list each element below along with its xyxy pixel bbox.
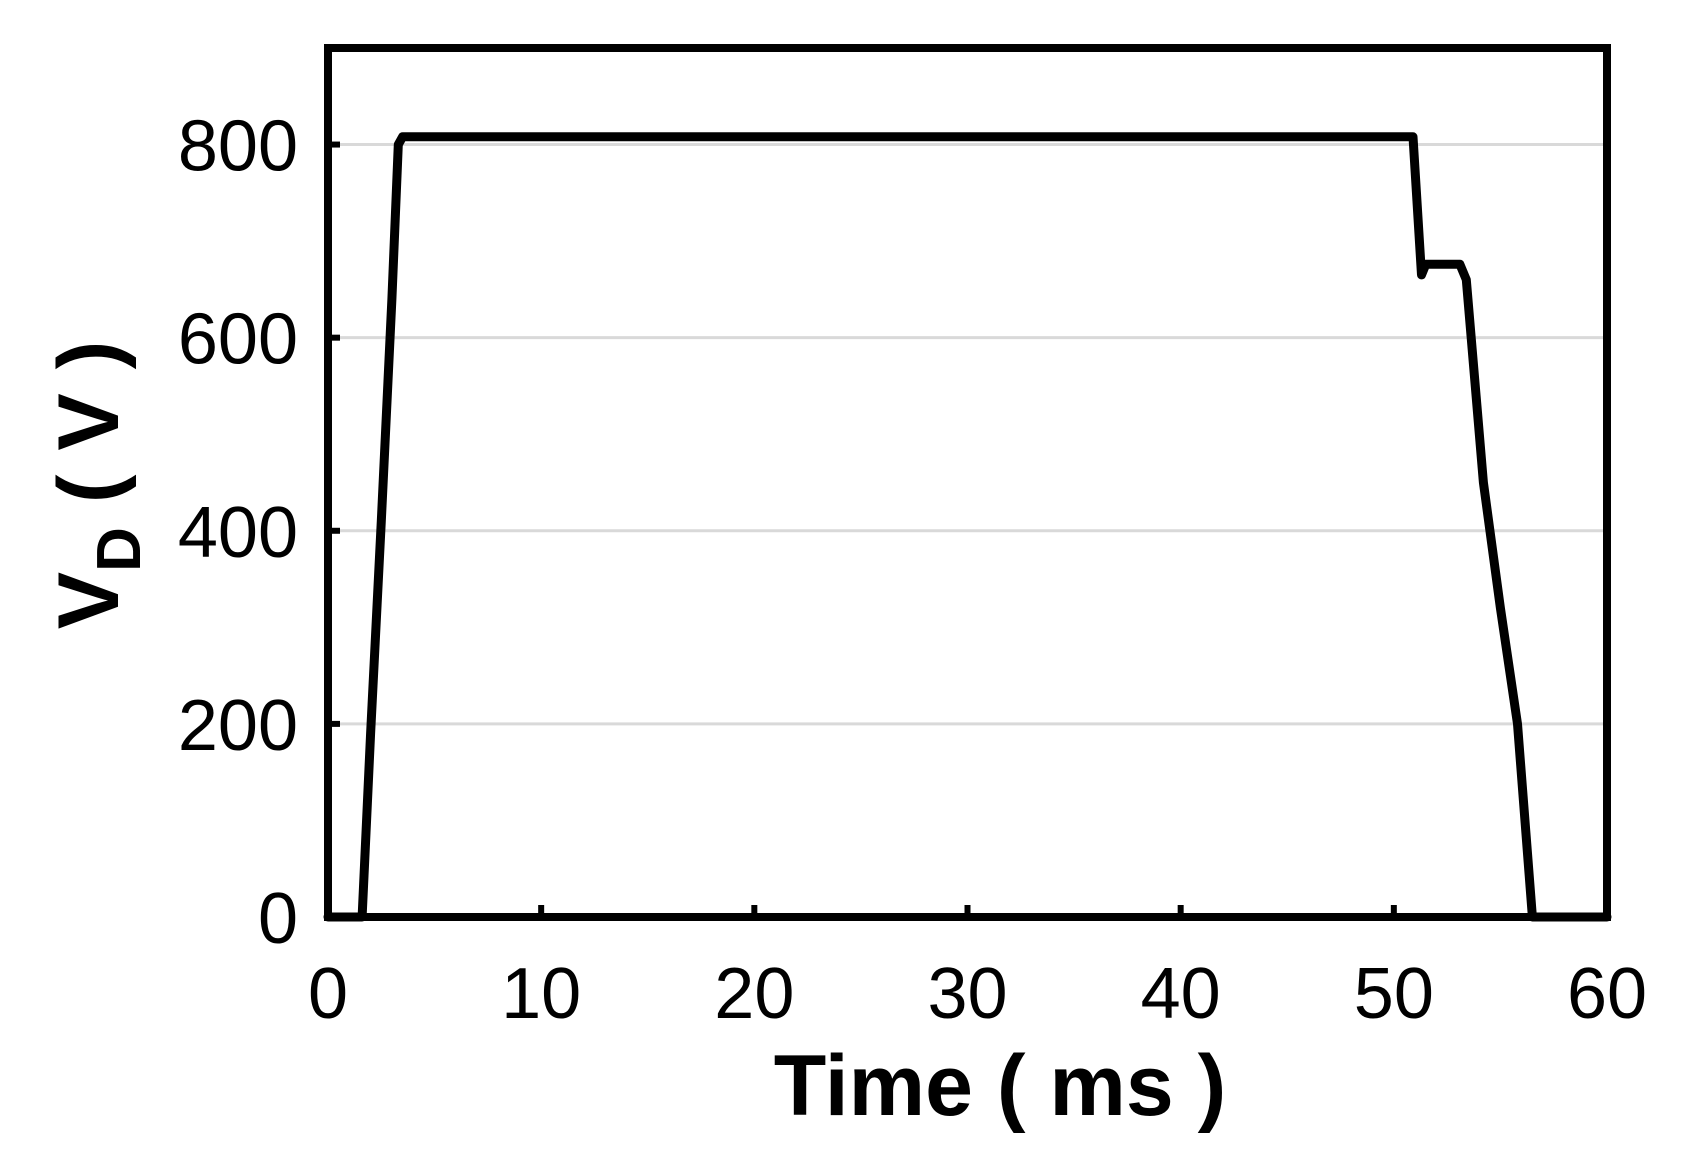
x-tick-label: 30: [927, 954, 1007, 1034]
data-line: [323, 132, 1612, 922]
y-axis-title-subscript: D: [85, 527, 154, 572]
x-tick-label: 0: [308, 954, 348, 1034]
y-tick-label: 0: [258, 879, 298, 959]
y-axis-title-unit: ( V ): [41, 341, 137, 527]
y-axis-title-main: V: [41, 572, 137, 629]
x-axis-title: Time ( ms ): [774, 1038, 1226, 1134]
x-tick-label: 20: [714, 954, 794, 1034]
y-tick-label: 200: [178, 686, 298, 766]
y-tick-label: 600: [178, 300, 298, 380]
x-tick-label: 10: [501, 954, 581, 1034]
x-tick-label: 50: [1354, 954, 1434, 1034]
x-tick-label: 60: [1567, 954, 1647, 1034]
x-tick-label: 40: [1141, 954, 1221, 1034]
x-tick-labels: 0 10 20 30 40 50 60: [308, 954, 1647, 1034]
y-tick-labels: 0 200 400 600 800: [178, 107, 298, 959]
y-tick-label: 400: [178, 493, 298, 573]
plot-frame: [324, 44, 1611, 921]
y-axis-title: VD ( V ): [41, 341, 154, 629]
y-tick-label: 800: [178, 107, 298, 187]
gridlines: [328, 143, 1607, 726]
